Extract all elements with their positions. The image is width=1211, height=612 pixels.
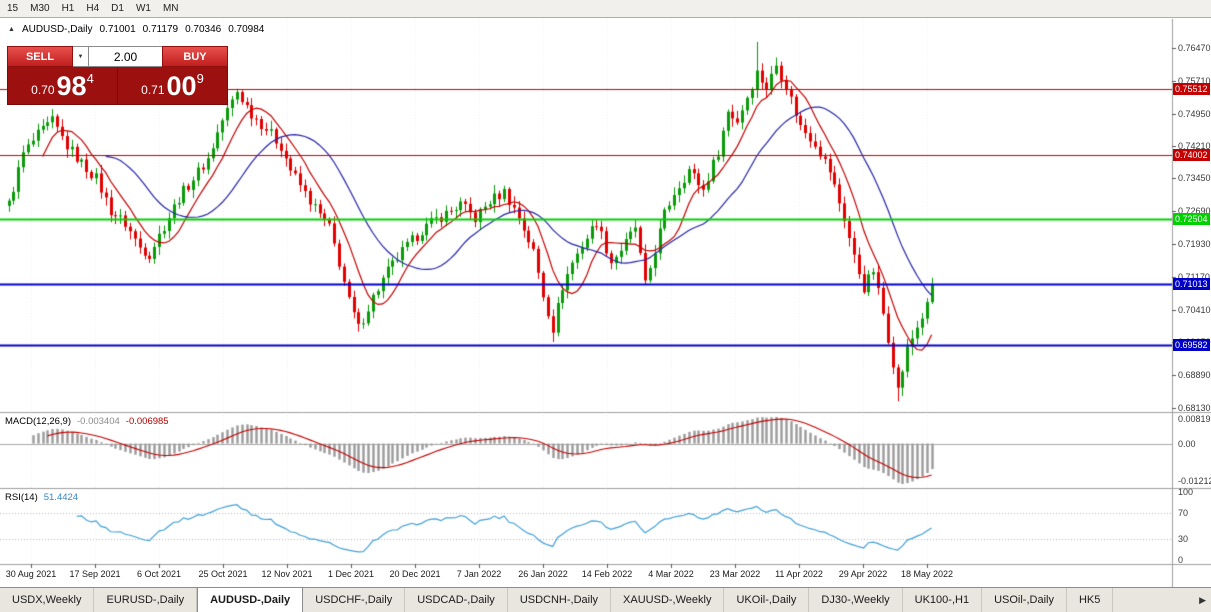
- date-axis-label: 30 Aug 2021: [5, 569, 57, 579]
- ohlc-low-value: 0.70346: [185, 24, 222, 35]
- price-axis-tick: 0.68130: [1178, 403, 1211, 414]
- date-axis-label: 20 Dec 2021: [389, 569, 441, 579]
- timeframe-button-h1[interactable]: H1: [61, 3, 75, 14]
- chart-tab-audusd-daily[interactable]: AUDUSD-,Daily: [197, 588, 304, 612]
- chart-tab-usdchf-daily[interactable]: USDCHF-,Daily: [303, 588, 406, 612]
- sell-price-prefix: 0.70: [31, 82, 55, 97]
- rsi-axis-tick: 100: [1178, 487, 1194, 498]
- macd-main-value: -0.003404: [77, 416, 120, 427]
- rsi-axis-tick: 70: [1178, 507, 1189, 518]
- macd-axis-tick: -0.012121: [1178, 475, 1211, 486]
- chart-tab-dj30-weekly[interactable]: DJ30-,Weekly: [809, 588, 903, 612]
- date-axis-label: 6 Oct 2021: [136, 569, 182, 579]
- tab-scroll-right-icon[interactable]: ▶: [1199, 594, 1206, 605]
- sell-price-big: 98: [56, 70, 87, 101]
- buy-price-pipette: 9: [196, 71, 204, 86]
- buy-price-display[interactable]: 0.71 00 9: [118, 67, 227, 104]
- date-axis-label: 12 Nov 2021: [261, 569, 313, 579]
- ohlc-high-value: 0.71179: [142, 24, 179, 35]
- date-axis-label: 7 Jan 2022: [456, 569, 502, 579]
- chart-tab-ukoil-daily[interactable]: UKOil-,Daily: [724, 588, 810, 612]
- date-axis-label: 14 Feb 2022: [581, 569, 633, 579]
- macd-axis-tick: 0.00: [1178, 438, 1196, 449]
- price-axis-tick: 0.74210: [1178, 140, 1211, 151]
- rsi-name-label: RSI(14): [5, 492, 38, 503]
- volume-input[interactable]: 2.00: [89, 46, 162, 67]
- timeframe-button-m30[interactable]: M30: [30, 3, 50, 14]
- price-chart-canvas[interactable]: [0, 19, 1211, 587]
- date-axis-label: 23 Mar 2022: [709, 569, 761, 579]
- timeframe-button-mn[interactable]: MN: [162, 3, 179, 14]
- chart-region: ▲ AUDUSD-,Daily 0.71001 0.71179 0.70346 …: [0, 19, 1211, 587]
- chart-title: ▲ AUDUSD-,Daily 0.71001 0.71179 0.70346 …: [8, 24, 264, 35]
- price-axis-tick: 0.73450: [1178, 173, 1211, 184]
- chart-tabs-bar: USDX,Weekly EURUSD-,Daily AUDUSD-,Daily USD…: [0, 587, 1211, 612]
- price-axis-tick: 0.75710: [1178, 75, 1211, 86]
- date-axis-label: 1 Dec 2021: [327, 569, 375, 579]
- ohlc-open-value: 0.71001: [99, 24, 136, 35]
- ohlc-close-value: 0.70984: [228, 24, 265, 35]
- price-axis-tick: 0.72690: [1178, 206, 1211, 217]
- timeframe-toolbar: 15 M30 H1 H4 D1 W1 MN: [0, 0, 1211, 18]
- sell-price-display[interactable]: 0.70 98 4: [8, 67, 118, 104]
- sell-button[interactable]: SELL: [7, 46, 73, 67]
- rsi-axis-tick: 30: [1178, 534, 1189, 545]
- date-axis-label: 4 Mar 2022: [648, 569, 694, 579]
- price-axis-tick: 0.74950: [1178, 108, 1211, 119]
- macd-indicator-header: MACD(12,26,9) -0.003404 -0.006985: [5, 416, 169, 427]
- price-axis-tick: 0.71930: [1178, 239, 1211, 249]
- date-axis-label: 26 Jan 2022: [518, 569, 568, 579]
- rsi-current-value: 51.4424: [43, 492, 79, 503]
- date-axis-label: 25 Oct 2021: [198, 569, 248, 579]
- macd-signal-value: -0.006985: [125, 416, 169, 427]
- hline-price-label: 0.74002: [1173, 148, 1210, 161]
- buy-price-prefix: 0.71: [141, 82, 165, 97]
- chart-tab-usdcnh-daily[interactable]: USDCNH-,Daily: [508, 588, 612, 612]
- hline-price-label: 0.72504: [1173, 213, 1210, 226]
- date-axis-label: 18 May 2022: [900, 569, 954, 579]
- volume-dropdown-icon[interactable]: ▼: [73, 46, 89, 67]
- chart-tab-uk100-h1[interactable]: UK100-,H1: [903, 588, 983, 612]
- rsi-axis-tick: 0: [1178, 554, 1184, 565]
- timeframe-button-d1[interactable]: D1: [111, 3, 124, 14]
- date-axis-label: 29 Apr 2022: [838, 569, 888, 579]
- price-axis-tick: 0.76470: [1178, 42, 1211, 53]
- price-axis-tick: 0.70410: [1178, 304, 1211, 315]
- chart-tab-usoil-daily[interactable]: USOil-,Daily: [982, 588, 1067, 612]
- collapse-trade-panel-icon[interactable]: ▲: [8, 26, 15, 33]
- hline-price-label: 0.69582: [1173, 339, 1210, 352]
- one-click-trading-panel: SELL ▼ 2.00 BUY 0.70 98 4 0.71 00 9: [7, 46, 228, 105]
- chart-tab-usdx-weekly[interactable]: USDX,Weekly: [0, 588, 95, 612]
- chart-tab-hk5[interactable]: HK5: [1067, 588, 1114, 612]
- hline-price-label: 0.75512: [1173, 83, 1210, 96]
- date-axis-label: 17 Sep 2021: [69, 569, 121, 579]
- chart-tab-xauusd-weekly[interactable]: XAUUSD-,Weekly: [611, 588, 725, 612]
- timeframe-button-15[interactable]: 15: [7, 3, 19, 14]
- price-axis-tick: 0.71170: [1178, 272, 1210, 282]
- date-axis-label: 11 Apr 2022: [775, 569, 823, 579]
- sell-price-pipette: 4: [86, 71, 94, 86]
- hline-price-label: 0.71013: [1173, 277, 1210, 290]
- macd-axis-tick: 0.008197: [1178, 413, 1211, 424]
- macd-name-label: MACD(12,26,9): [5, 416, 71, 427]
- buy-price-big: 00: [166, 70, 197, 101]
- timeframe-button-w1[interactable]: W1: [135, 3, 151, 14]
- chart-tab-eurusd-daily[interactable]: EURUSD-,Daily: [94, 588, 198, 612]
- chart-symbol-label: AUDUSD-,Daily: [21, 24, 93, 35]
- timeframe-button-h4[interactable]: H4: [86, 3, 100, 14]
- rsi-indicator-header: RSI(14) 51.4424: [5, 492, 78, 503]
- buy-button[interactable]: BUY: [162, 46, 228, 67]
- price-axis-tick: 0.68890: [1178, 370, 1211, 381]
- chart-tab-usdcad-daily[interactable]: USDCAD-,Daily: [405, 588, 508, 612]
